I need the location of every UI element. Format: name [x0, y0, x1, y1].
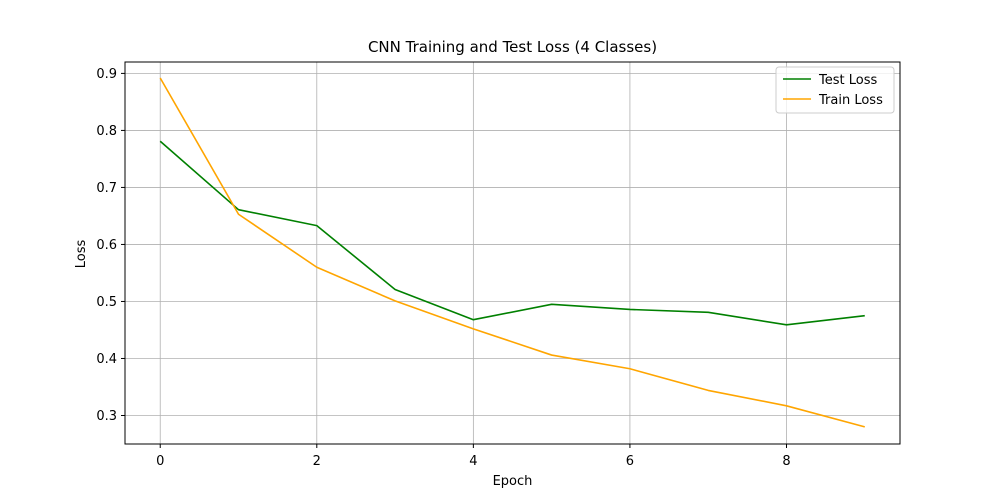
legend-label-train-loss: Train Loss — [818, 93, 883, 108]
series-lines — [159, 77, 865, 428]
y-tick-label: 0.6 — [96, 238, 117, 253]
y-tick-label: 0.7 — [96, 181, 117, 196]
axis-ticks: 0 2 4 6 8 0.3 0.4 0.5 0.6 0.7 0.8 0.9 — [96, 67, 790, 469]
legend-label-test-loss: Test Loss — [818, 73, 877, 88]
legend: Test Loss Train Loss — [775, 66, 895, 114]
x-tick-label: 4 — [469, 454, 477, 469]
y-tick-label: 0.9 — [96, 67, 117, 82]
x-axis-label: Epoch — [493, 474, 533, 489]
series-line-test-loss — [159, 140, 865, 326]
y-tick-label: 0.4 — [96, 352, 117, 367]
y-axis-label: Loss — [74, 240, 89, 269]
x-tick-label: 8 — [782, 454, 790, 469]
grid-lines — [125, 62, 900, 444]
x-tick-label: 0 — [156, 454, 164, 469]
chart-title: CNN Training and Test Loss (4 Classes) — [368, 38, 657, 56]
x-tick-label: 2 — [313, 454, 321, 469]
x-tick-label: 6 — [626, 454, 634, 469]
y-tick-label: 0.8 — [96, 124, 117, 139]
plot-area-frame — [124, 61, 901, 445]
y-tick-label: 0.5 — [96, 295, 117, 310]
series-line-train-loss — [159, 77, 865, 428]
y-tick-label: 0.3 — [96, 409, 117, 424]
